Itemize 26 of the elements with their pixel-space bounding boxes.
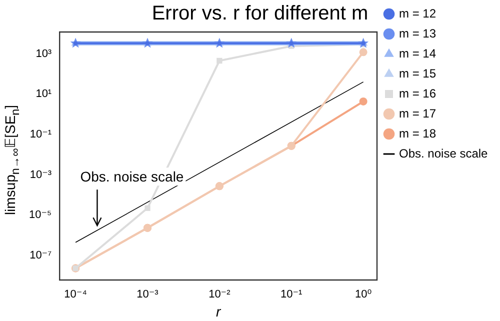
legend-label: m = 14: [399, 46, 436, 60]
x-axis-title: r: [216, 303, 222, 320]
legend-label: m = 17: [399, 106, 436, 120]
legend-label: m = 18: [399, 126, 436, 140]
y-tick-label: 10⁻³: [30, 168, 52, 181]
legend-label: m = 16: [399, 86, 436, 100]
point: [144, 205, 150, 211]
x-tick-label: 10⁻³: [136, 288, 159, 301]
chart-title: Error vs. r for different m: [152, 2, 368, 25]
y-tick-label: 10⁻¹: [30, 128, 52, 140]
y-tick-label: 10⁻⁷: [30, 249, 52, 262]
y-tick-label: 10⁻⁵: [28, 209, 52, 222]
x-tick-label: 10⁻⁴: [64, 288, 88, 301]
y-tick-label: 10³: [36, 48, 52, 60]
legend-label: Obs. noise scale: [399, 146, 488, 160]
point: [216, 58, 222, 64]
legend-label: m = 12: [399, 6, 436, 20]
point: [359, 48, 368, 56]
x-tick-label: 10⁻²: [208, 288, 231, 301]
annotation: Obs. noise scale: [80, 168, 184, 184]
x-tick-label: 10⁻¹: [280, 288, 303, 301]
x-tick-label: 10⁰: [354, 288, 372, 301]
point: [359, 97, 368, 106]
y-tick-label: 10¹: [36, 88, 52, 100]
legend-label: m = 15: [399, 66, 436, 80]
legend-label: m = 13: [399, 26, 436, 40]
